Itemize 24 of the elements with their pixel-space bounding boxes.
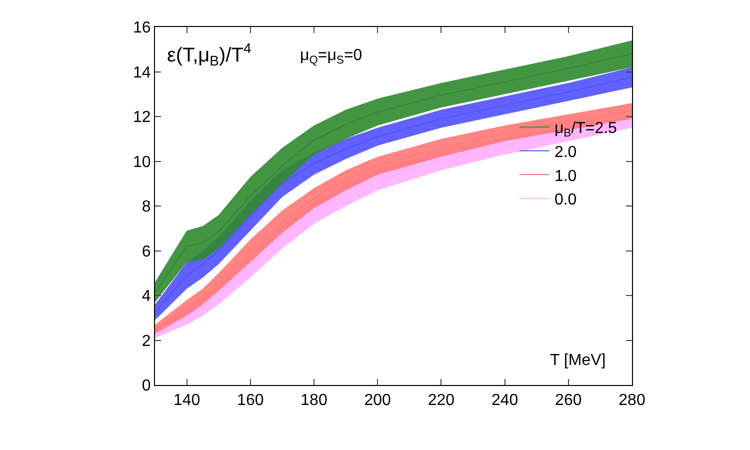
legend-label: μ$_{B}$/T=2.5 xyxy=(554,120,618,140)
x-tick-label: 280 xyxy=(618,392,646,410)
x-tick-label: 200 xyxy=(364,392,392,410)
x-tick-label: 140 xyxy=(173,392,200,410)
y-tick-label: 0 xyxy=(142,378,151,395)
x-tick-label: 220 xyxy=(428,392,455,410)
x-tick-label: 180 xyxy=(300,392,328,410)
x-axis-title: T [MeV] xyxy=(550,352,606,369)
annotation: ε(T,μ$_{B}$)/T$^{4}$ xyxy=(167,40,252,69)
annotation: μ$_{Q}$=μ$_{S}$=0 xyxy=(300,47,362,66)
y-tick-label: 8 xyxy=(142,198,151,216)
y-tick-label: 2 xyxy=(142,332,151,350)
y-tick-label: 4 xyxy=(142,288,151,306)
y-tick-label: 14 xyxy=(133,64,151,82)
y-tick-label: 6 xyxy=(142,243,151,260)
y-tick-label: 12 xyxy=(133,109,151,126)
legend-label: 0.0 xyxy=(554,192,577,209)
y-tick-label: 10 xyxy=(133,154,151,171)
x-tick-label: 240 xyxy=(491,392,518,410)
x-tick-label: 260 xyxy=(555,392,582,410)
x-tick-label: 160 xyxy=(237,392,264,410)
y-tick-label: 16 xyxy=(133,20,151,37)
legend-label: 1.0 xyxy=(554,168,577,185)
legend-label: 2.0 xyxy=(554,144,577,161)
